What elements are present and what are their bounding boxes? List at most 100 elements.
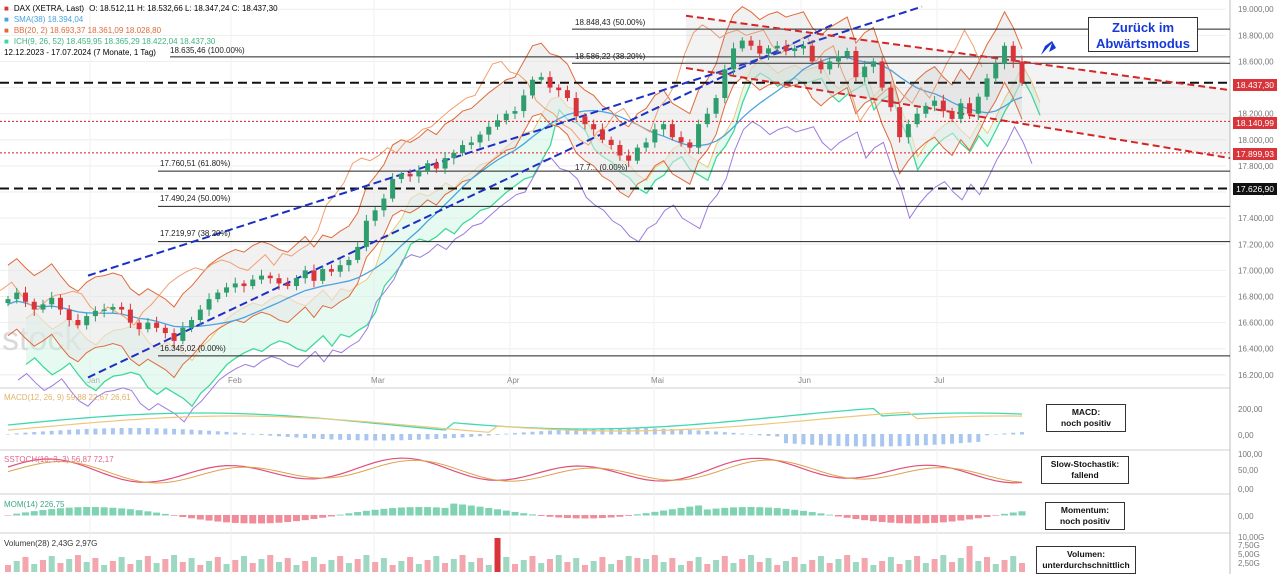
macd-histogram-bar	[731, 432, 736, 435]
vol-tick-label: 7,50G	[1238, 541, 1260, 550]
level-label-8: 17.7... (0.00%)	[575, 163, 628, 172]
macd-histogram-bar	[976, 434, 981, 442]
volume-bar	[1019, 563, 1025, 572]
vol-note-title: Volumen:	[1066, 549, 1106, 559]
x-tick-label: Jun	[798, 376, 811, 385]
momentum-bar	[572, 515, 580, 519]
candle-body	[731, 48, 737, 70]
momentum-bar	[537, 515, 545, 516]
candle-body	[127, 309, 133, 323]
momentum-bar	[301, 515, 309, 521]
momentum-bar	[336, 514, 344, 516]
volume-bar	[433, 556, 440, 572]
volume-bar	[144, 556, 151, 572]
candle-body	[696, 124, 702, 148]
momentum-bar	[21, 512, 29, 516]
volume-bar	[581, 565, 588, 572]
macd-legend: MACD(12, 26, 9) 59,88 22,67 26,61	[4, 393, 131, 402]
momentum-bar	[39, 510, 47, 516]
momentum-bar	[983, 515, 991, 517]
momentum-bar	[607, 515, 615, 518]
macd-histogram-bar	[294, 434, 299, 438]
channel-upper-line	[87, 5, 923, 277]
candle-body	[346, 259, 352, 266]
momentum-bar	[668, 509, 676, 516]
kijun-line	[17, 120, 1033, 423]
candle-body	[477, 134, 483, 143]
volume-bar	[800, 564, 807, 572]
candle-body	[267, 275, 273, 279]
candle-body	[512, 111, 518, 114]
momentum-bar	[100, 507, 108, 516]
chart-legend: ■ DAX (XETRA, Last) O: 18.512,11 H: 18.532…	[4, 4, 278, 57]
volume-bar	[975, 561, 982, 572]
candle-body	[792, 48, 798, 52]
momentum-bar	[65, 507, 73, 516]
macd-histogram-bar	[102, 428, 107, 435]
level-label-4: 17.760,51 (61.80%)	[160, 159, 231, 168]
price-current-label: 18.437,30	[1233, 79, 1277, 91]
momentum-bar	[450, 503, 458, 516]
momentum-bar	[861, 515, 869, 521]
volume-bar	[136, 560, 143, 572]
y-tick-label: 18.000,00	[1238, 136, 1274, 145]
candle-body	[425, 163, 431, 172]
momentum-bar	[196, 515, 204, 520]
macd-histogram-bar	[950, 434, 955, 444]
volume-bar	[634, 558, 641, 572]
momentum-bar	[249, 515, 257, 524]
volume-bar	[5, 565, 11, 572]
volume-bar	[407, 557, 414, 572]
candle-body	[1002, 45, 1008, 65]
momentum-bar	[284, 515, 292, 523]
momentum-bar	[808, 512, 816, 516]
momentum-bar	[231, 515, 239, 523]
y-tick-label: 17.200,00	[1238, 240, 1274, 249]
x-tick-label: Jan	[87, 376, 100, 385]
candle-body	[757, 45, 763, 54]
momentum-bar	[502, 510, 510, 516]
volume-bar	[372, 562, 379, 572]
momentum-bar	[913, 515, 921, 524]
macd-histogram-bar	[565, 429, 570, 435]
y-tick-label: 16.600,00	[1238, 319, 1274, 328]
macd-histogram-bar	[40, 431, 45, 435]
y-tick-label: 18.200,00	[1238, 110, 1274, 119]
momentum-bar	[1018, 511, 1026, 516]
macd-histogram-bar	[714, 431, 719, 435]
macd-histogram-bar	[766, 434, 771, 436]
momentum-bar	[432, 507, 440, 516]
volume-bar	[678, 565, 685, 572]
stoch-legend: SSTOCH(10, 3, 3) 56,87 72,17	[4, 455, 114, 464]
candle-body	[407, 173, 413, 177]
macd-histogram-bar	[740, 433, 745, 435]
volume-bar	[485, 565, 492, 572]
stoch-tick-label: 100,00	[1238, 450, 1263, 459]
momentum-bar	[922, 515, 930, 524]
macd-histogram-bar	[6, 434, 10, 435]
macd-histogram-bar	[661, 428, 666, 435]
macd-histogram-bar	[443, 434, 448, 439]
momentum-bar	[362, 510, 370, 516]
momentum-bar	[467, 505, 475, 516]
candle-body	[145, 322, 151, 330]
momentum-bar	[765, 507, 772, 516]
momentum-bar	[1001, 513, 1009, 516]
macd-histogram-bar	[434, 434, 439, 439]
momentum-bar	[712, 508, 720, 516]
macd-histogram-bar	[574, 429, 579, 435]
candle-body	[739, 40, 745, 49]
momentum-bar	[83, 507, 91, 516]
volume-bar	[756, 562, 763, 572]
momentum-bar	[345, 513, 353, 516]
macd-histogram-bar	[530, 431, 535, 435]
momentum-bar	[153, 512, 161, 516]
macd-histogram-bar	[985, 434, 990, 436]
volume-bar	[599, 557, 606, 572]
momentum-bar	[56, 508, 64, 516]
macd-tick-label: 0,00	[1238, 431, 1254, 440]
macd-histogram-bar	[242, 433, 247, 435]
macd-histogram-bar	[172, 428, 177, 435]
candle-body	[355, 246, 361, 260]
y-tick-label: 17.000,00	[1238, 266, 1274, 275]
